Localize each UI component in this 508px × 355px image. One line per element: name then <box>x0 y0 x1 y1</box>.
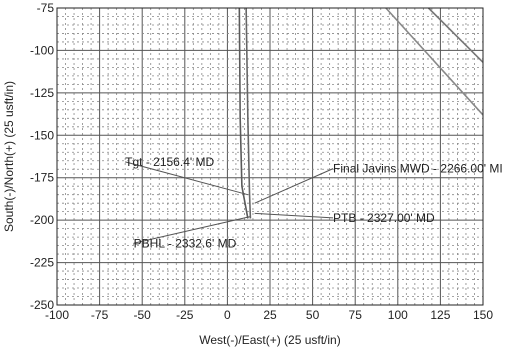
series-line-4 <box>385 7 484 116</box>
y-tick-label: -250 <box>30 298 54 312</box>
x-tick-label: 150 <box>473 308 493 322</box>
annotation-label-1: Tgt - 2156.4' MD <box>125 155 214 169</box>
x-tick-label: -25 <box>176 308 194 322</box>
x-axis-label: West(-)/East(+) (25 usft/in) <box>199 333 340 347</box>
grid <box>56 7 484 306</box>
series-line-3 <box>427 7 484 63</box>
x-tick-label: -75 <box>91 308 109 322</box>
y-tick-label: -100 <box>30 43 54 57</box>
y-tick-label: -225 <box>30 256 54 270</box>
annotation-leader-4 <box>133 216 250 244</box>
y-tick-label: -200 <box>30 213 54 227</box>
x-tick-label: -100 <box>45 308 69 322</box>
y-tick-label: -150 <box>30 128 54 142</box>
annotation-label-2: Final Javins MWD - 2266.00' MI <box>333 162 503 176</box>
annotation-label-4: PBHL - 2332.6' MD <box>134 236 237 250</box>
y-tick-label: -175 <box>30 171 54 185</box>
annotation-layer: Tgt - 2156.4' MD Final Javins MWD - 2266.… <box>125 155 503 250</box>
x-tick-label: 75 <box>349 308 363 322</box>
series-line-1 <box>238 7 249 219</box>
y-tick-label: -125 <box>30 86 54 100</box>
x-tick-label: 125 <box>430 308 450 322</box>
y-axis-label: South(-)/North(+) (25 usft/in) <box>2 81 16 232</box>
annotation-leader-1 <box>125 161 248 196</box>
y-tick-label: -75 <box>37 1 55 15</box>
series-line-2 <box>245 7 252 219</box>
x-tick-label: 0 <box>224 308 231 322</box>
plot-frame <box>56 7 484 306</box>
x-tick-label: 25 <box>263 308 277 322</box>
series-layer <box>238 7 484 219</box>
annotation-leader-3 <box>254 212 334 219</box>
x-tick-label: 50 <box>306 308 320 322</box>
tick-labels: -100 -75 -50 -25 0 25 50 75 100 125 150-75-100-125… <box>30 1 493 322</box>
annotation-leader-2 <box>254 168 334 204</box>
x-tick-label: -50 <box>134 308 152 322</box>
x-tick-label: 100 <box>388 308 408 322</box>
annotation-label-3: PTB - 2327.00' MD <box>333 211 435 225</box>
